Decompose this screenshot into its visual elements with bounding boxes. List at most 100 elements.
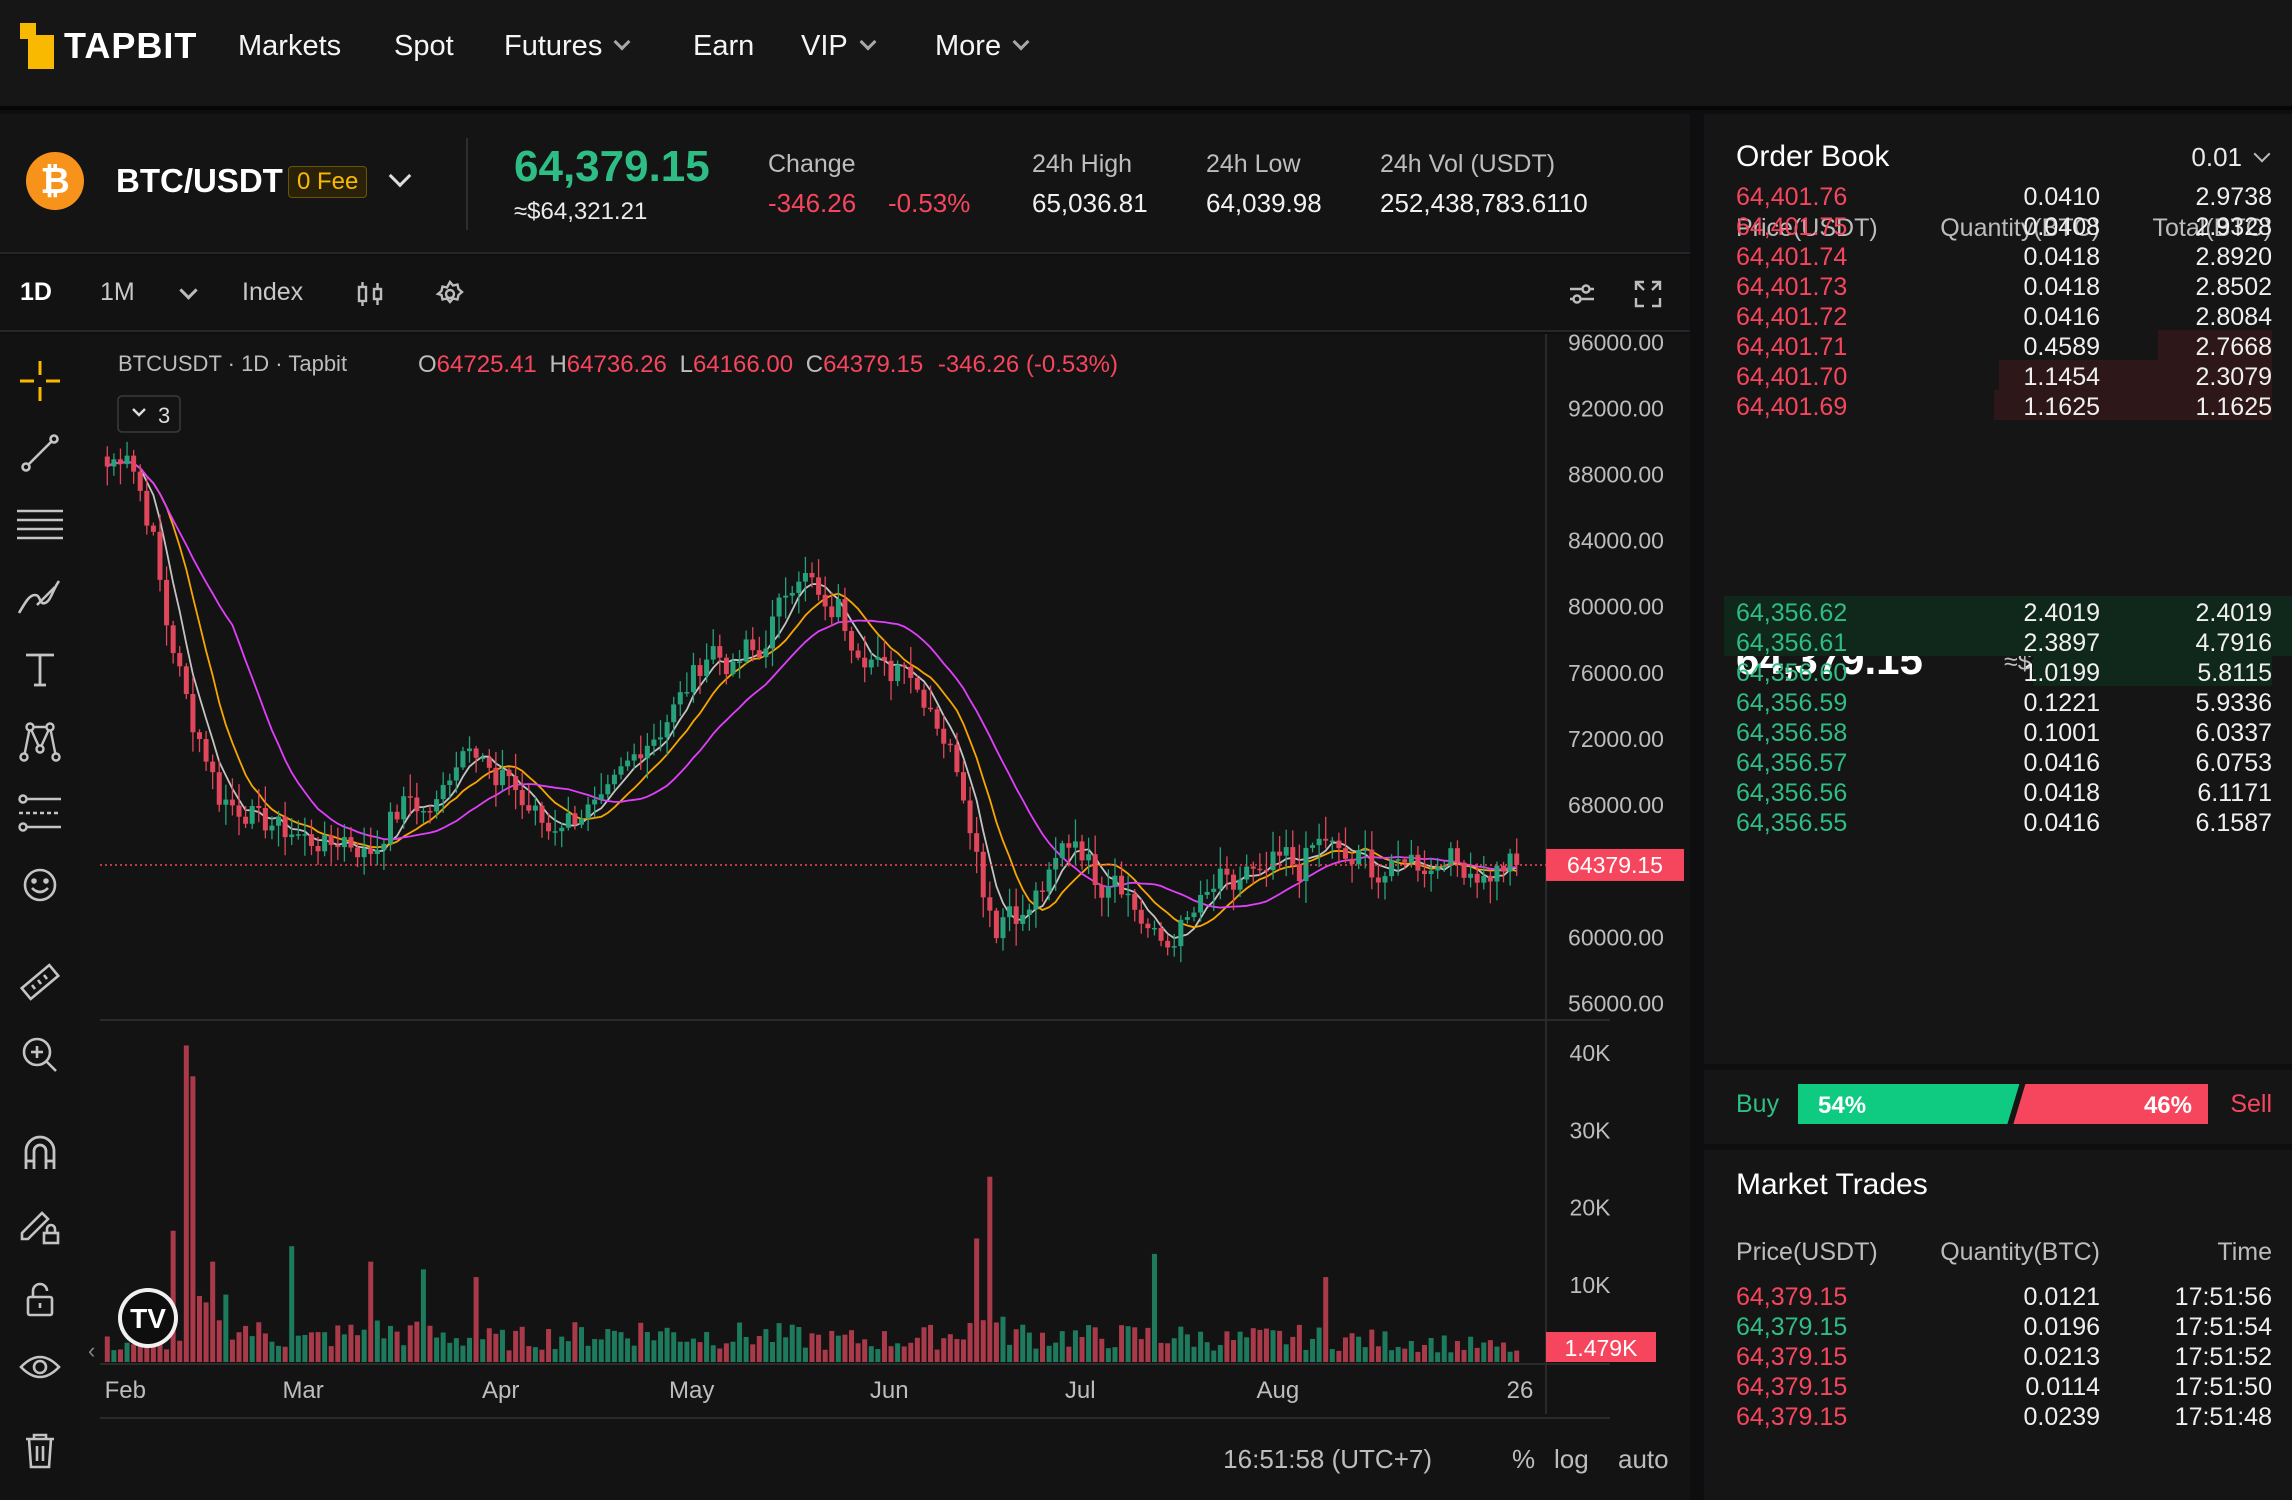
crosshair-tool[interactable]: [10, 356, 70, 406]
ask-row[interactable]: 64,401.72 0.0416 2.8084: [1704, 300, 2292, 331]
candle-body: [960, 772, 966, 801]
magnet-tool[interactable]: [10, 1128, 70, 1178]
emoji-tool[interactable]: [10, 860, 70, 910]
brush-tool[interactable]: [10, 572, 70, 622]
lock-tool[interactable]: [10, 1274, 70, 1324]
low-value: 64,039.98: [1206, 188, 1322, 218]
logo-mark-icon: [20, 23, 58, 69]
current-price-tag: 64379.15: [1546, 848, 1684, 881]
interval-dropdown-chevron-icon[interactable]: [179, 281, 198, 300]
candle-body: [1283, 847, 1289, 856]
volume-bar: [1053, 1342, 1059, 1362]
ask-row[interactable]: 64,401.75 0.0408 2.9328: [1704, 210, 2292, 241]
nav-vip-label: VIP: [801, 29, 848, 62]
candle-body: [368, 848, 374, 854]
precision-selector[interactable]: 0.01: [2191, 142, 2271, 173]
ask-row[interactable]: 64,401.73 0.0418 2.8502: [1704, 270, 2292, 301]
bid-row[interactable]: 64,356.59 0.1221 5.9336: [1704, 686, 2292, 717]
projection-tool[interactable]: [10, 788, 70, 838]
nav-more[interactable]: More: [935, 28, 1030, 64]
eye-icon: [19, 1355, 61, 1379]
bid-row[interactable]: 64,356.55 0.0416 6.1587: [1704, 806, 2292, 837]
volume-bar: [1421, 1344, 1428, 1362]
trend-line-icon: [21, 434, 59, 472]
bid-row[interactable]: 64,356.62 2.4019 2.4019: [1704, 596, 2292, 627]
tradingview-logo[interactable]: TV: [118, 1288, 178, 1348]
interval-1m[interactable]: 1M: [100, 278, 135, 306]
scroll-left-icon[interactable]: ‹: [88, 1338, 95, 1363]
candle-body: [664, 722, 670, 738]
auto-scale-toggle[interactable]: auto: [1618, 1444, 1669, 1474]
nav-spot[interactable]: Spot: [394, 28, 454, 64]
ask-row[interactable]: 64,401.70 1.1454 2.3079: [1704, 360, 2292, 391]
chart-canvas[interactable]: 56000.00 60000.00 68000.00 72000.00 76000.00…: [80, 329, 1690, 1500]
index-button[interactable]: Index: [242, 278, 304, 306]
time-axis: Feb Mar Apr May Jun Jul Aug 26: [105, 1377, 1534, 1404]
candle-body: [447, 780, 453, 786]
visibility-tool[interactable]: [10, 1342, 70, 1392]
fullscreen-icon[interactable]: [1632, 278, 1664, 310]
bid-row[interactable]: 64,356.57 0.0416 6.0753: [1704, 746, 2292, 777]
nav-futures[interactable]: Futures: [504, 28, 631, 64]
ask-row[interactable]: 64,401.69 1.1625 1.1625: [1704, 390, 2292, 421]
candle-body: [605, 784, 611, 795]
trade-time: 17:51:54: [2174, 1313, 2272, 1341]
tapbit-logo[interactable]: TAPBIT: [20, 22, 197, 70]
volume-bar: [849, 1330, 855, 1362]
candle-body: [1415, 854, 1421, 871]
ruler-tool[interactable]: [10, 958, 70, 1008]
zoom-in-tool[interactable]: [10, 1030, 70, 1080]
candle-body: [177, 653, 183, 667]
volume-bar: [1099, 1338, 1105, 1362]
bid-row[interactable]: 64,356.56 0.0418 6.1171: [1704, 776, 2292, 807]
candle-body: [756, 650, 762, 658]
projection-icon: [18, 794, 61, 832]
candle-body: [1184, 917, 1190, 920]
volume-bar: [756, 1336, 762, 1362]
candle-body: [473, 748, 479, 758]
candle-body: [381, 843, 387, 850]
pattern-tool[interactable]: [10, 716, 70, 766]
candle-body: [1375, 877, 1381, 883]
volume-axis: 10K 20K 30K 40K: [1570, 1040, 1612, 1298]
pair-name[interactable]: BTC/USDT: [116, 162, 283, 199]
bid-row[interactable]: 64,356.61 2.3897 4.7916: [1704, 626, 2292, 657]
candle-body: [974, 833, 980, 852]
fib-tool[interactable]: [10, 500, 70, 550]
chart-settings-icon[interactable]: [1566, 278, 1598, 310]
bid-row[interactable]: 64,356.60 1.0199 5.8115: [1704, 656, 2292, 687]
candle-body: [1250, 866, 1256, 869]
volume-bar: [954, 1339, 960, 1362]
candle-body: [697, 665, 703, 677]
volume-bar: [1474, 1347, 1480, 1362]
ask-row[interactable]: 64,401.74 0.0418 2.8920: [1704, 240, 2292, 271]
ask-row[interactable]: 64,401.76 0.0410 2.9738: [1704, 180, 2292, 211]
log-scale-toggle[interactable]: log: [1554, 1444, 1589, 1474]
pair-selector-chevron-icon[interactable]: [388, 164, 412, 188]
delete-tool[interactable]: [10, 1426, 70, 1476]
sell-ratio-fill: [2013, 1084, 2208, 1124]
candle-body: [249, 805, 255, 824]
bid-quantity: 1.0199: [2023, 659, 2100, 687]
candle-body: [1138, 909, 1144, 924]
nav-vip[interactable]: VIP: [801, 28, 877, 64]
candle-body: [967, 800, 973, 834]
candle-body: [1007, 906, 1013, 918]
volume-bar: [210, 1261, 216, 1362]
indicators-toggle[interactable]: 3: [117, 395, 181, 433]
candle-body: [1487, 875, 1493, 882]
nav-earn[interactable]: Earn: [693, 28, 754, 64]
nav-markets[interactable]: Markets: [238, 28, 341, 64]
bid-row[interactable]: 64,356.58 0.1001 6.0337: [1704, 716, 2292, 747]
trend-line-tool[interactable]: [10, 428, 70, 478]
interval-1d[interactable]: 1D: [20, 278, 52, 306]
lock-drawing-tool[interactable]: [10, 1200, 70, 1250]
volume-bar: [611, 1330, 617, 1362]
candles-icon[interactable]: [354, 278, 386, 310]
text-tool[interactable]: [10, 644, 70, 694]
percent-scale-toggle[interactable]: %: [1512, 1444, 1535, 1474]
ask-row[interactable]: 64,401.71 0.4589 2.7668: [1704, 330, 2292, 361]
settings-gear-icon[interactable]: [434, 278, 466, 310]
price-chart[interactable]: 56000.00 60000.00 68000.00 72000.00 76000.00…: [80, 329, 1690, 1500]
volume-bar: [137, 1335, 143, 1362]
